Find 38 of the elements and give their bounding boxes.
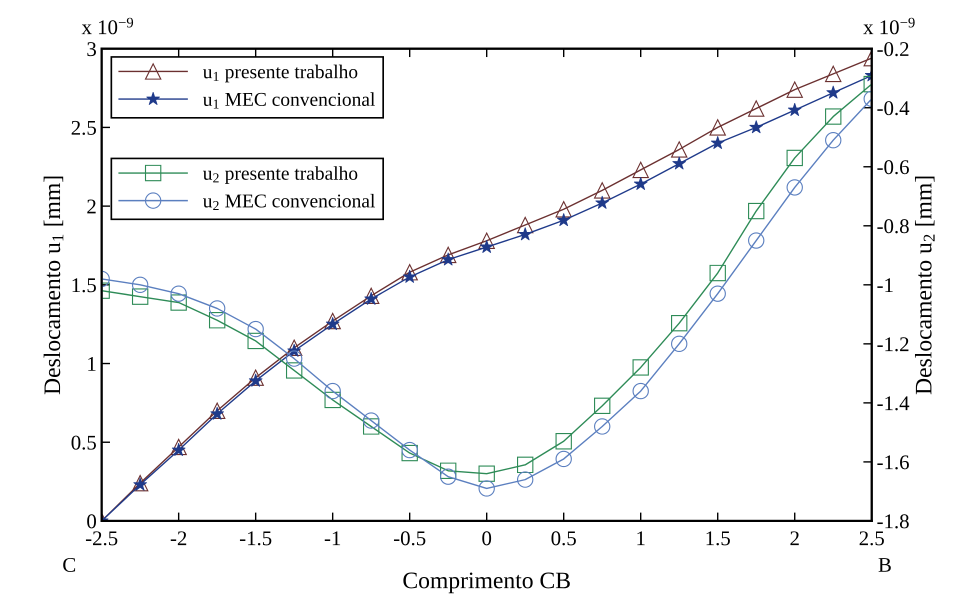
y-tick-label: 1 [88,357,96,371]
x-tick-label: -2 [170,531,186,546]
x-tick-label: 2 [790,531,799,546]
text: B [878,558,891,572]
x-tick-label: -2.5 [86,531,118,546]
y2-tick-label: -1 [877,278,893,292]
legend-label: u$_{1}$ presente trabalho [202,64,358,82]
y-tick-label: 2.5 [72,120,96,135]
text: x 10$^{−9}$ [82,18,134,34]
y-tick-label: 0 [87,514,96,528]
x-tick-label: 1.5 [706,531,730,546]
y2-tick-label: -1.2 [877,337,908,352]
legend-label: u$_{2}$ MEC convencional [202,194,375,210]
y-tick-label: 3 [87,42,96,56]
x-tick-label: 2.5 [860,531,884,546]
y2-tick-label: -0.8 [877,219,909,234]
x-tick-label: -1 [324,531,340,546]
y-tick-label: 0.5 [72,436,96,450]
y2-tick-label: -0.4 [877,101,910,116]
x-tick-label: -0.5 [394,531,426,546]
y2-tick-label: -0.2 [877,42,908,56]
y-tick-label: 1.5 [72,278,96,292]
x-tick-label: -1.5 [240,531,272,546]
text: x 10$^{−9}$ [863,18,915,34]
y2-tick-label: -1.4 [877,396,910,410]
x-axis-title: Comprimento CB [403,572,570,594]
y2-tick-label: -1.6 [877,455,909,470]
x-tick-label: 0.5 [551,531,576,546]
y-axis-title: Deslocamento u$_{1}$ [mm] [44,176,64,394]
x-tick-label: 0 [482,531,492,546]
legend-label: u$_{2}$ presente trabalho [202,166,358,184]
y2-tick-label: -0.6 [877,160,909,174]
legend-label: u$_{1}$ MEC convencional [202,92,375,108]
text: C [63,558,76,572]
y2-tick-label: -1.8 [877,514,909,528]
y-tick-label: 2 [87,200,96,214]
x-tick-label: 1 [637,531,645,546]
y2-axis-title: Deslocamento u$_{2}$ [mm] [914,176,935,394]
